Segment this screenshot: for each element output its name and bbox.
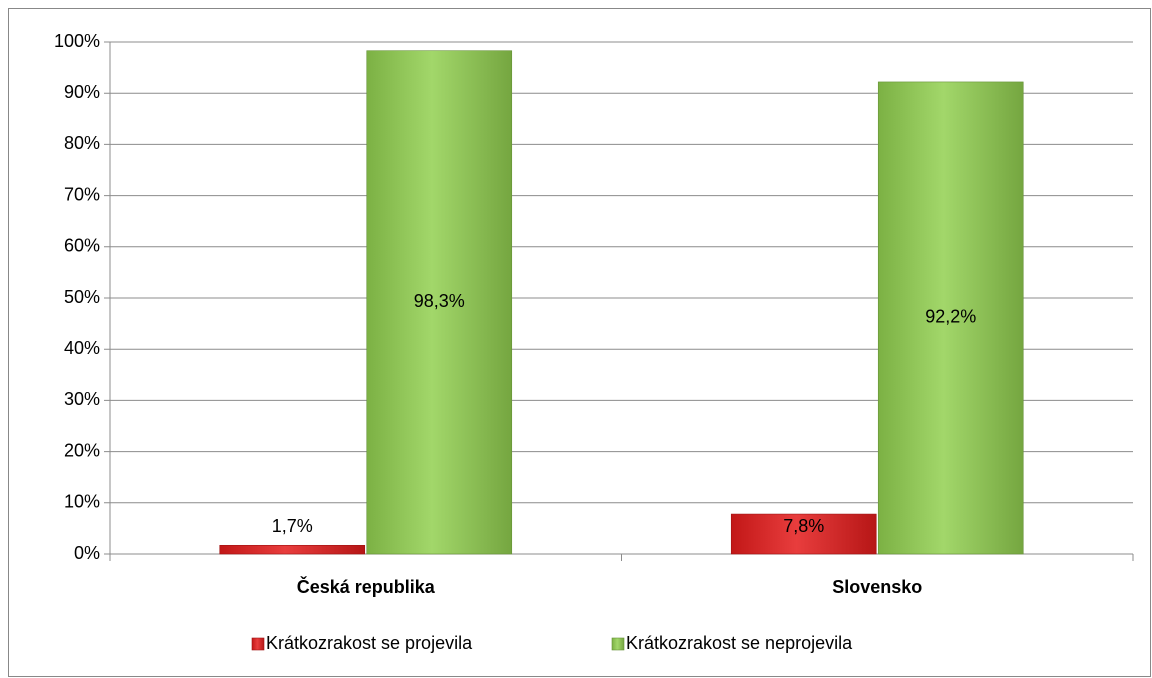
y-tick-label: 20% bbox=[64, 440, 100, 460]
data-label: 1,7% bbox=[272, 516, 313, 536]
y-tick-label: 70% bbox=[64, 184, 100, 204]
x-tick-label: Slovensko bbox=[832, 577, 922, 597]
y-tick-label: 80% bbox=[64, 133, 100, 153]
data-label: 7,8% bbox=[783, 516, 824, 536]
data-label: 98,3% bbox=[414, 291, 465, 311]
bar bbox=[877, 81, 1024, 555]
legend-swatch bbox=[251, 637, 265, 651]
bar bbox=[219, 544, 366, 555]
y-tick-label: 40% bbox=[64, 338, 100, 358]
y-tick-label: 0% bbox=[74, 543, 100, 563]
legend-label: Krátkozrakost se neprojevila bbox=[626, 633, 853, 653]
y-tick-label: 100% bbox=[54, 31, 100, 51]
y-tick-label: 90% bbox=[64, 82, 100, 102]
y-tick-label: 60% bbox=[64, 236, 100, 256]
legend-label: Krátkozrakost se projevila bbox=[266, 633, 473, 653]
bar bbox=[366, 50, 513, 555]
y-tick-label: 50% bbox=[64, 287, 100, 307]
y-tick-label: 30% bbox=[64, 389, 100, 409]
bar bbox=[730, 513, 877, 555]
data-label: 92,2% bbox=[925, 307, 976, 327]
x-tick-label: Česká republika bbox=[297, 576, 436, 597]
legend-swatch bbox=[611, 637, 625, 651]
y-tick-label: 10% bbox=[64, 492, 100, 512]
